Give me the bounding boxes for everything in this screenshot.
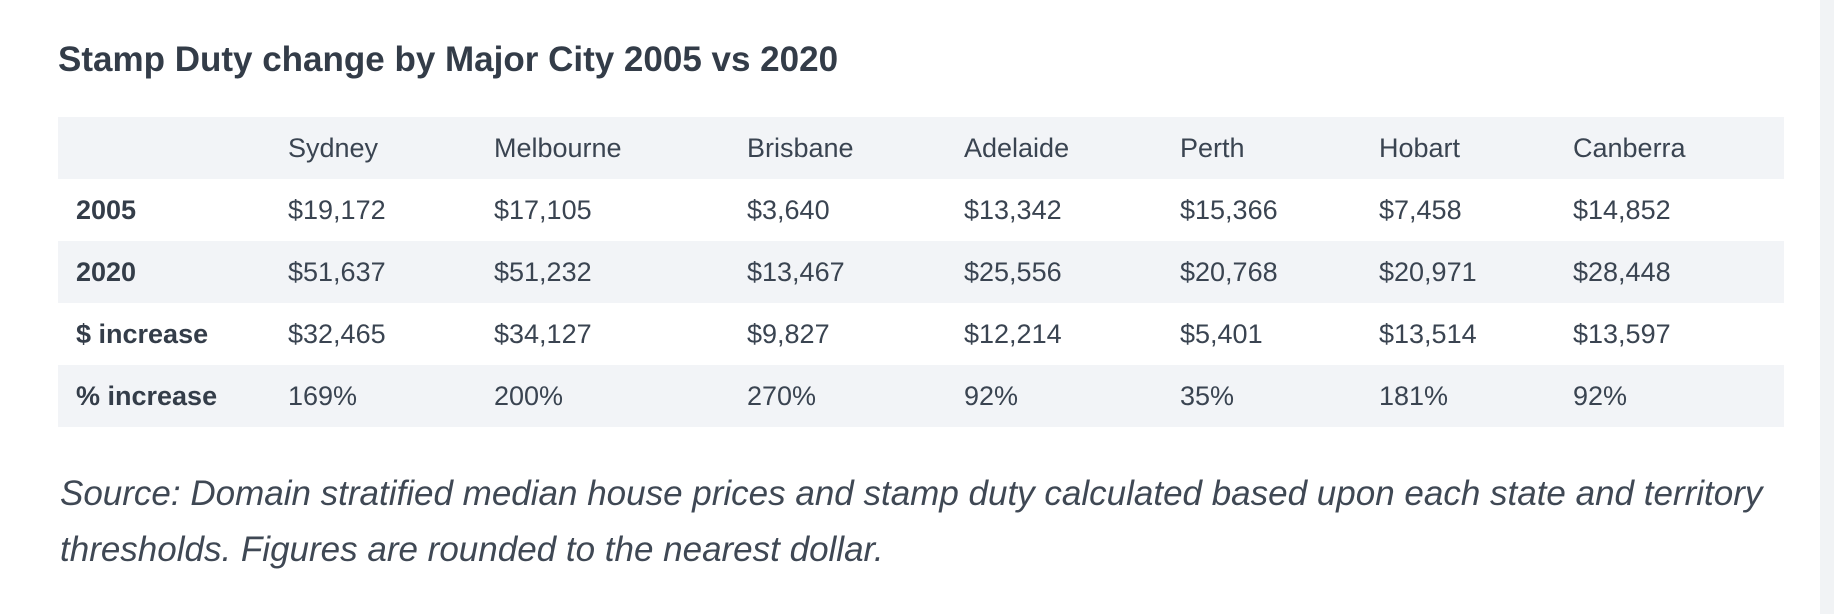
table-cell: $13,467: [747, 256, 845, 287]
table-cell: $51,637: [288, 256, 386, 287]
table-cell: $14,852: [1573, 194, 1671, 225]
table-row-2005: 2005 $19,172 $17,105 $3,640 $13,342 $15,…: [58, 179, 1784, 241]
table-cell: $15,366: [1180, 194, 1278, 225]
table-cell: 35%: [1180, 380, 1235, 411]
row-label-percent-increase: % increase: [76, 380, 218, 411]
row-label-2005: 2005: [76, 194, 137, 225]
table-cell: $9,827: [747, 318, 830, 349]
table-row-dollar-increase: $ increase $32,465 $34,127 $9,827 $12,21…: [58, 303, 1784, 365]
table-cell: $32,465: [288, 318, 386, 349]
table-cell: $5,401: [1180, 318, 1263, 349]
table-cell: $34,127: [494, 318, 592, 349]
table-header-row: Sydney Melbourne Brisbane Adelaide Perth…: [58, 117, 1784, 179]
table-cell: 92%: [964, 380, 1019, 411]
table-title: Stamp Duty change by Major City 2005 vs …: [58, 40, 839, 79]
table-cell: $20,768: [1180, 256, 1278, 287]
table-cell: $28,448: [1573, 256, 1671, 287]
table-cell: $17,105: [494, 194, 592, 225]
row-label-dollar-increase: $ increase: [76, 318, 209, 349]
table-cell: $7,458: [1379, 194, 1462, 225]
table-cell: $25,556: [964, 256, 1062, 287]
header-cell-empty: [58, 117, 288, 179]
table-cell: $13,342: [964, 194, 1062, 225]
table-cell: $19,172: [288, 194, 386, 225]
source-note: Source: Domain stratified median house p…: [60, 474, 1763, 569]
table-cell: $13,514: [1379, 318, 1477, 349]
table-cell: 181%: [1379, 380, 1449, 411]
header-cell-sydney: Sydney: [288, 132, 379, 163]
table-row-2020: 2020 $51,637 $51,232 $13,467 $25,556 $20…: [58, 241, 1784, 303]
header-cell-melbourne: Melbourne: [494, 132, 622, 163]
table-cell: $12,214: [964, 318, 1062, 349]
table-row-percent-increase: % increase 169% 200% 270% 92% 35% 181% 9…: [58, 365, 1784, 427]
header-cell-brisbane: Brisbane: [747, 132, 854, 163]
table-cell: $3,640: [747, 194, 830, 225]
scrollbar-track[interactable]: [1820, 0, 1834, 614]
table-cell: $51,232: [494, 256, 592, 287]
table-cell: 200%: [494, 380, 564, 411]
table-cell: 270%: [747, 380, 817, 411]
row-label-2020: 2020: [76, 256, 137, 287]
header-cell-perth: Perth: [1180, 132, 1245, 163]
table-cell: 92%: [1573, 380, 1628, 411]
header-cell-canberra: Canberra: [1573, 132, 1686, 163]
table-cell: $13,597: [1573, 318, 1671, 349]
table-cell: 169%: [288, 380, 358, 411]
header-cell-adelaide: Adelaide: [964, 132, 1070, 163]
header-cell-hobart: Hobart: [1379, 132, 1461, 163]
table-cell: $20,971: [1379, 256, 1477, 287]
stamp-duty-table: Sydney Melbourne Brisbane Adelaide Perth…: [58, 117, 1784, 427]
